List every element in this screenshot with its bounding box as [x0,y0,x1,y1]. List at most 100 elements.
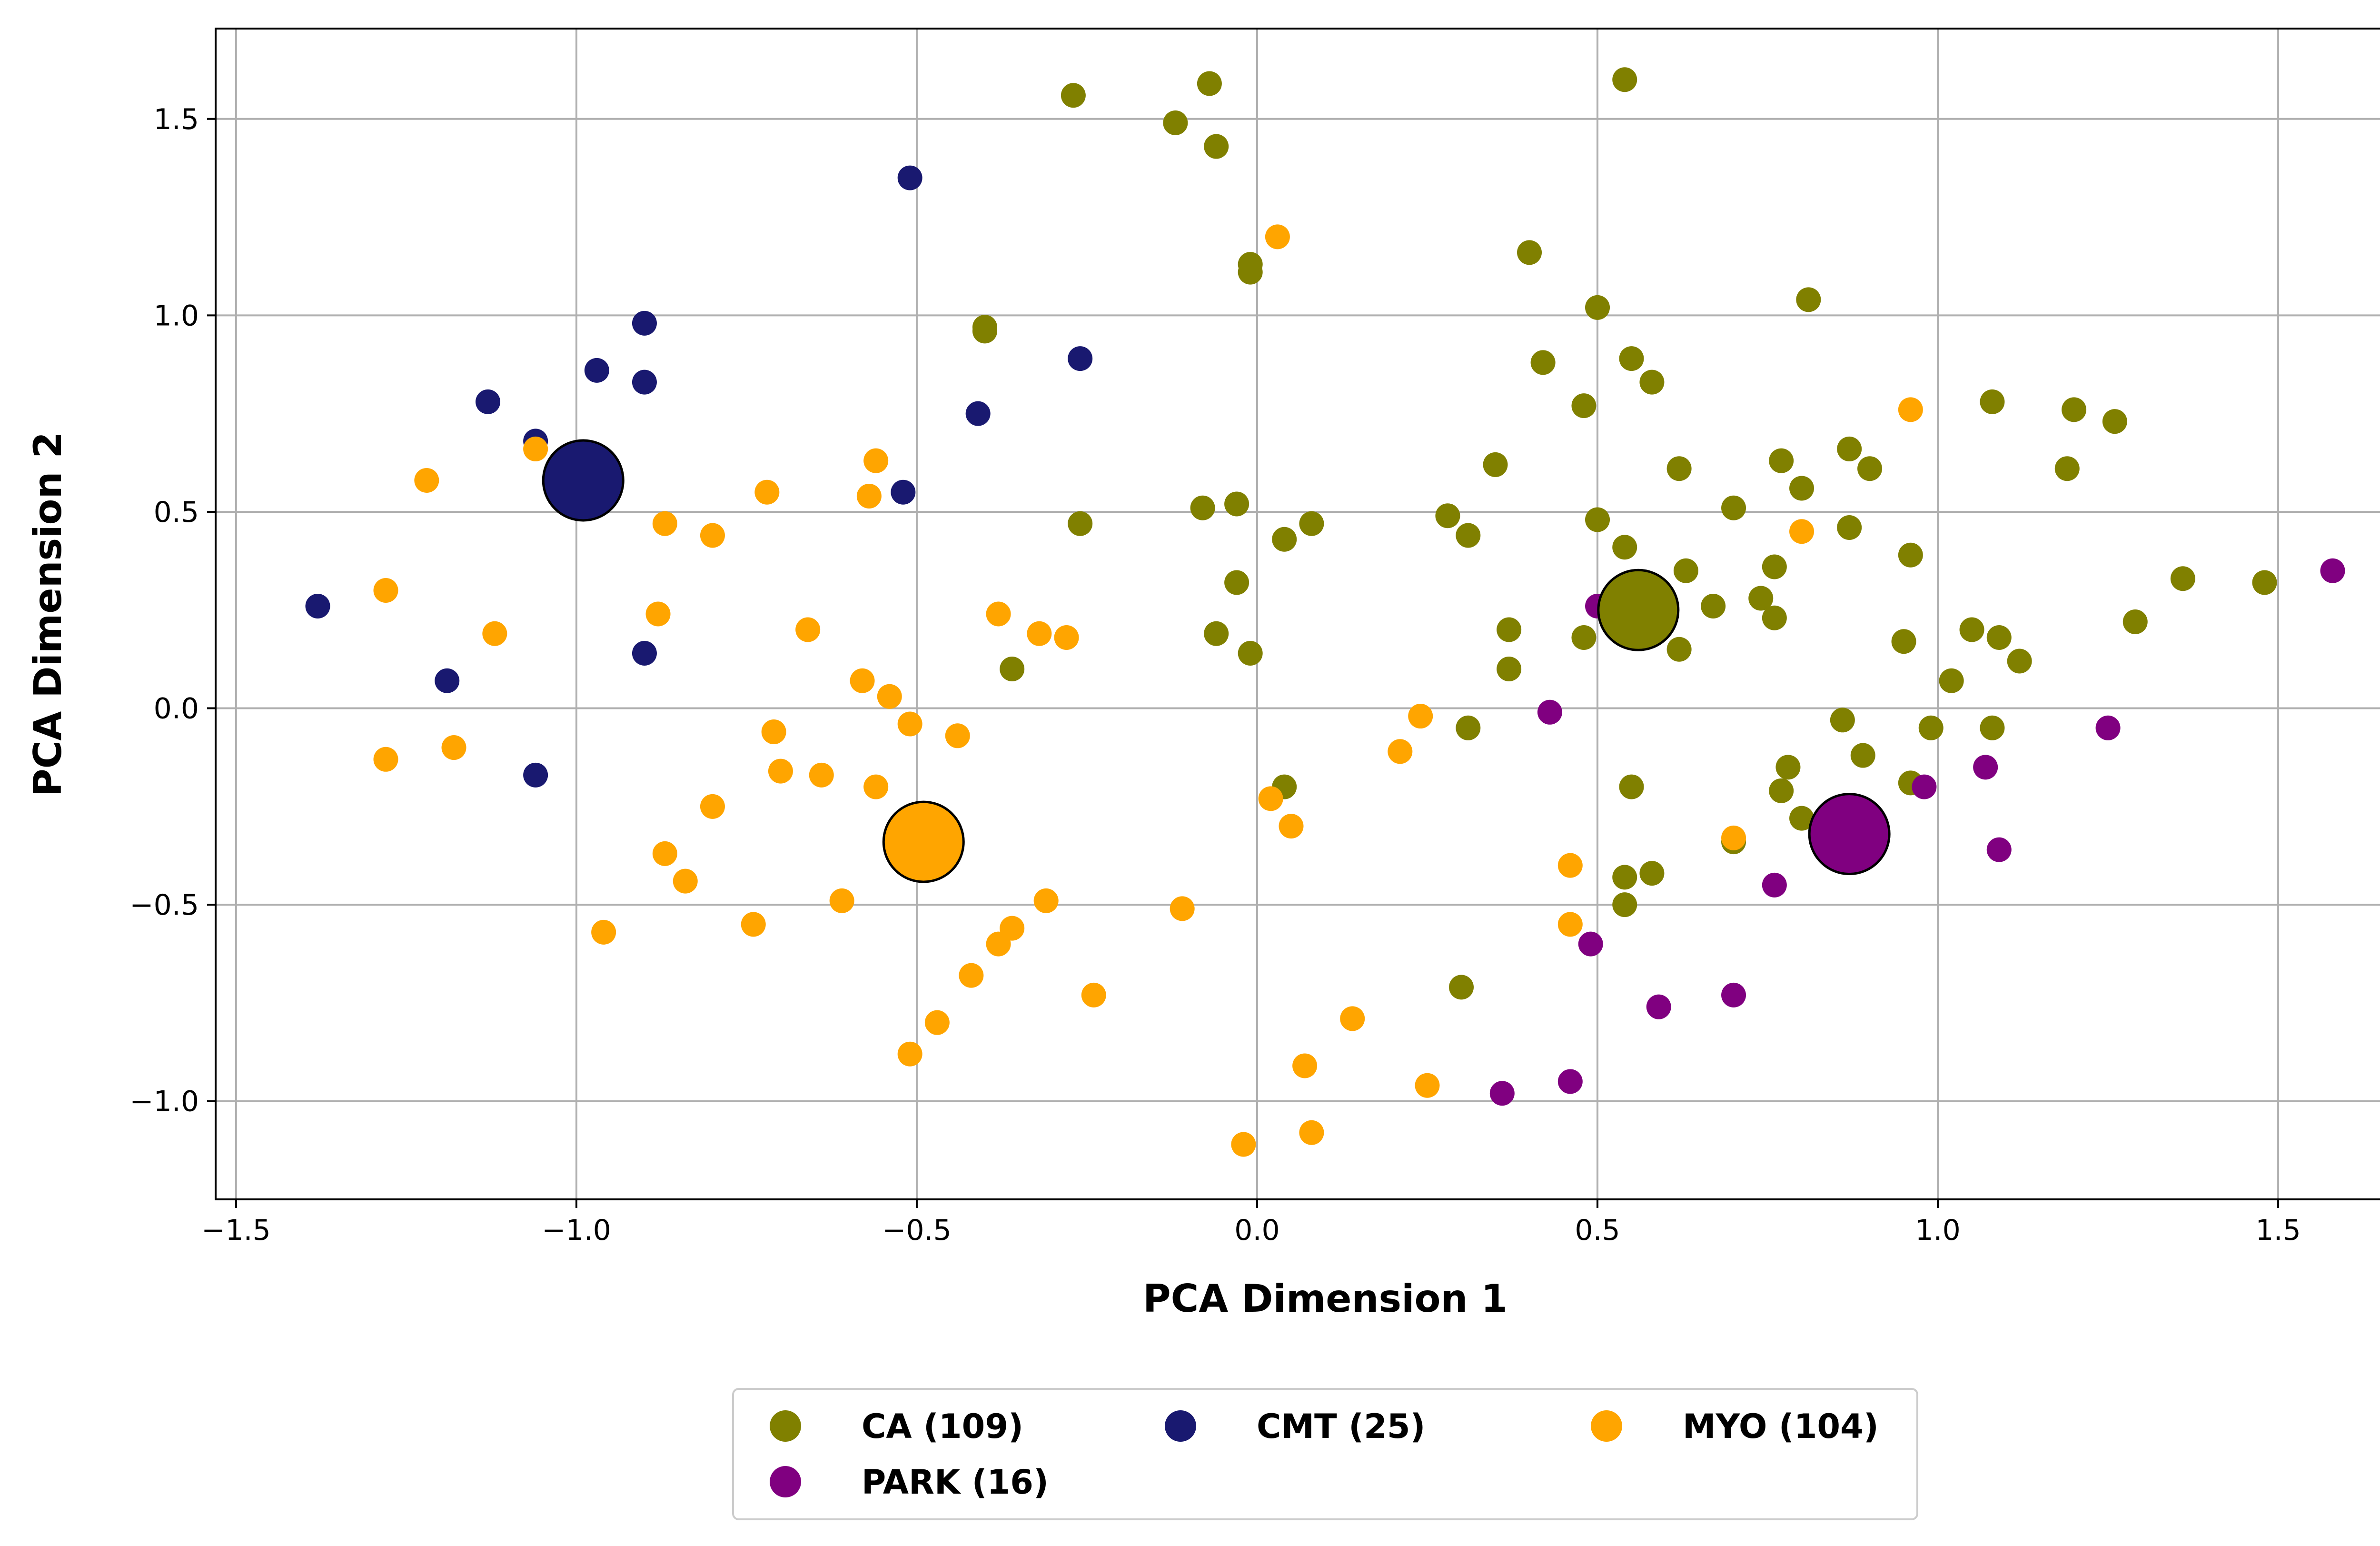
cmt-point [965,401,991,426]
myo-point [1258,786,1283,811]
myo-point [1340,1006,1365,1031]
x-tick-label: −1.0 [542,1214,611,1247]
myo-point [1388,739,1413,764]
ca-point [1762,554,1787,579]
cmt-point [632,641,657,666]
y-tick-label: −1.0 [129,1085,199,1118]
myo-point [373,747,398,772]
ca-point [1238,259,1263,285]
ca-point [1619,774,1644,799]
myo-point [1415,1073,1440,1098]
ca-point [1769,778,1794,803]
myo-point [700,523,725,548]
ca-point [2252,570,2277,595]
ca-point [1517,240,1542,265]
legend-label-ca: CA (109) [862,1407,1023,1446]
park-point [1721,982,1746,1007]
myo-point [1408,704,1433,729]
ca-point [1612,67,1637,92]
ca-point [1701,593,1726,618]
ca-point [1000,657,1025,682]
park-point [1762,872,1787,898]
ca-point [1224,570,1250,595]
park-point [2320,558,2345,583]
grid-lines [216,29,2380,1199]
myo-point [809,762,834,788]
legend-label-park: PARK (16) [862,1463,1049,1502]
ca-point [1068,511,1093,536]
park-point [1557,1069,1583,1094]
myo-point [1265,224,1290,249]
legend-label-myo: MYO (104) [1683,1407,1879,1446]
myo-point [924,1010,950,1035]
myo-point [761,719,786,745]
ca-point [1224,491,1250,517]
y-tick-label: 1.0 [154,299,199,332]
ca-point [2062,397,2087,422]
myo-point [856,483,882,509]
myo-point [441,735,466,760]
x-axis-ticks: −1.5 −1.0 −0.5 0.0 0.5 1.0 1.5 [201,1199,2301,1247]
myo-point [1721,825,1746,850]
cmt-point [1068,346,1093,371]
myo-point [863,448,889,473]
y-tick-label: 1.5 [154,103,199,136]
ca-point [2170,566,2195,591]
myo-point [959,963,984,988]
legend-marker-park [770,1466,801,1497]
ca-point [1639,861,1665,886]
y-tick-label: −0.5 [129,888,199,922]
myo-point [1081,982,1106,1007]
cmt-point [435,668,460,693]
legend-label-cmt: CMT (25) [1257,1407,1426,1446]
x-tick-label: −1.5 [201,1214,271,1247]
ca-point [1939,668,1964,693]
ca-point [1986,625,2012,650]
y-tick-label: 0.0 [154,692,199,726]
ca-point [1571,393,1597,419]
ca-point [1190,495,1215,520]
ca-point [2054,456,2080,481]
centroid-markers [542,439,1891,883]
myo-centroid [882,800,965,883]
myo-point [1170,896,1195,921]
cmt-point [897,165,922,190]
myo-point [700,794,725,819]
ca-point [1850,743,1875,768]
ca-point [1666,637,1692,662]
myo-point [795,617,821,642]
park-point [1912,774,1937,799]
myo-point [829,888,854,913]
myo-point [741,912,766,937]
legend-marker-myo [1591,1410,1622,1442]
ca-point [1612,535,1637,560]
myo-point [1789,519,1815,544]
x-tick-label: 1.0 [1915,1214,1960,1247]
myo-point [986,931,1011,957]
park-point [1578,931,1603,957]
myo-point [863,774,889,799]
y-tick-label: 0.5 [154,496,199,529]
cmt-point [305,593,330,618]
ca-point [1639,369,1665,395]
myo-point [482,621,507,646]
ca-point [1619,346,1644,371]
ca-point [1571,625,1597,650]
ca-point [1918,715,1944,740]
ca-point [1775,755,1801,780]
myo-point [373,578,398,603]
myo-point [1027,621,1052,646]
data-points [305,67,2345,1157]
cmt-point [476,389,501,414]
myo-point [1054,625,1079,650]
park-point [1646,994,1671,1019]
myo-point [754,479,780,505]
ca-point [1837,436,1862,461]
myo-point [523,436,548,461]
ca-point [1796,287,1821,312]
park-centroid [1808,793,1891,876]
x-axis-label: PCA Dimension 1 [1143,1277,1507,1321]
cmt-centroid [542,439,625,522]
ca-point [1238,641,1263,666]
